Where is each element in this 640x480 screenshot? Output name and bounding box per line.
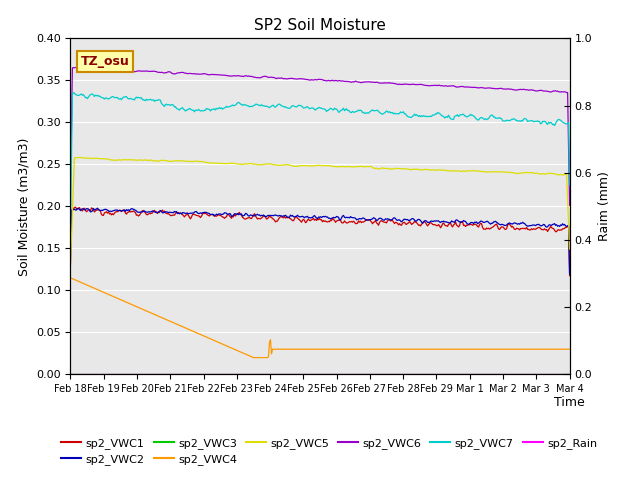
Title: SP2 Soil Moisture: SP2 Soil Moisture <box>254 18 386 33</box>
Y-axis label: Raim (mm): Raim (mm) <box>598 171 611 241</box>
Text: TZ_osu: TZ_osu <box>81 55 129 68</box>
Text: Time: Time <box>554 396 585 409</box>
Y-axis label: Soil Moisture (m3/m3): Soil Moisture (m3/m3) <box>17 137 30 276</box>
Legend: sp2_VWC1, sp2_VWC2, sp2_VWC3, sp2_VWC4, sp2_VWC5, sp2_VWC6, sp2_VWC7, sp2_Rain: sp2_VWC1, sp2_VWC2, sp2_VWC3, sp2_VWC4, … <box>57 433 602 469</box>
